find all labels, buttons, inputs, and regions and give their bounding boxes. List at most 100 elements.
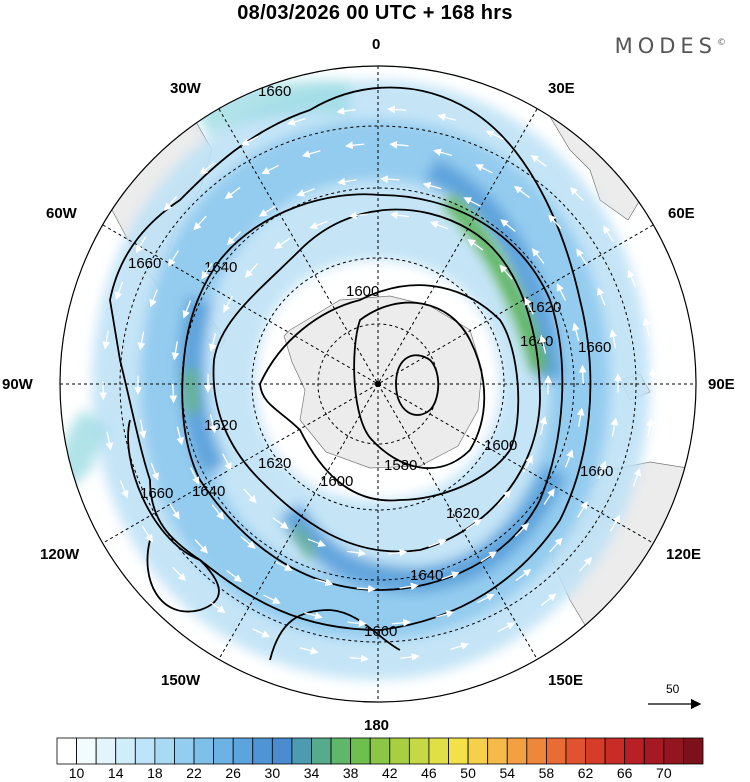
- wind-arrow: [244, 263, 259, 278]
- colorbar-label: 30: [264, 765, 281, 781]
- wind-arrow: [576, 407, 585, 427]
- contour-label: 1620: [258, 455, 291, 472]
- colorbar-label: 70: [656, 765, 672, 781]
- colorbar-swatch: [76, 737, 97, 765]
- reference-vector-arrow: [648, 698, 702, 710]
- longitude-label: 90W: [2, 376, 33, 393]
- wind-arrow: [513, 185, 530, 199]
- wind-arrow: [223, 295, 233, 313]
- wind-arrow: [610, 417, 619, 437]
- wind-arrow: [190, 467, 200, 485]
- wind-arrow: [240, 135, 259, 146]
- colorbar-label: 46: [421, 765, 437, 781]
- colorbar-swatch: [448, 737, 469, 765]
- wind-arrow: [226, 231, 242, 246]
- contour-label: 1620: [528, 299, 561, 316]
- wind-arrow: [137, 331, 146, 351]
- colorbar-swatch: [526, 737, 547, 765]
- wind-arrow: [572, 322, 580, 342]
- wind-arrow: [275, 561, 293, 571]
- wind-vectors: [99, 105, 657, 663]
- wind-arrow: [570, 186, 584, 202]
- contour-label: 1660: [578, 339, 611, 356]
- wind-arrow: [531, 248, 545, 264]
- wind-arrow: [391, 618, 411, 627]
- wind-arrow: [347, 548, 367, 557]
- wind-arrow: [222, 453, 232, 471]
- wind-arrow: [194, 539, 208, 554]
- wind-arrow: [252, 628, 271, 638]
- wind-arrow: [450, 642, 469, 651]
- colorbar-label: 58: [538, 765, 555, 781]
- contour-labels: 1660 1660 1640 1600 1620 1620 1640 1660 …: [128, 83, 613, 640]
- wind-arrow: [348, 211, 368, 220]
- contour-1580: [395, 354, 440, 416]
- contour-1640: [181, 193, 564, 591]
- wind-arrow: [287, 117, 306, 126]
- wind-arrow: [105, 431, 114, 451]
- copyright-mark: ©: [717, 38, 726, 48]
- wind-arrow: [209, 601, 226, 614]
- wind-arrow: [176, 426, 184, 446]
- contour-label: 1660: [580, 463, 613, 480]
- south-pole-marker: [375, 381, 381, 387]
- contour-1620: [212, 208, 541, 553]
- contour-1600: [259, 284, 520, 502]
- wind-arrow: [272, 517, 289, 530]
- colorbar-label: 54: [499, 765, 516, 781]
- colorbar-label: 26: [225, 765, 241, 781]
- wind-arrow: [514, 522, 530, 537]
- wind-arrow: [345, 141, 365, 150]
- wind-arrow: [540, 593, 557, 606]
- longitude-label: 150W: [161, 672, 201, 689]
- wind-arrow: [578, 364, 587, 384]
- wind-arrow: [642, 317, 651, 337]
- longitude-label: 30W: [170, 80, 201, 97]
- wind-arrow: [150, 462, 159, 481]
- wind-arrow: [193, 215, 207, 231]
- colorbar-swatch: [95, 737, 117, 765]
- wind-arrow: [523, 455, 533, 473]
- wind-arrow: [389, 211, 409, 220]
- wind-arrow: [296, 188, 315, 197]
- wind-arrow: [463, 197, 481, 207]
- wind-arrow: [149, 289, 158, 308]
- contour-label: 1600: [320, 473, 353, 490]
- contour-label: 1640: [410, 567, 443, 584]
- longitude-label: 90E: [708, 376, 735, 393]
- colorbar-labels: 10 14 18 22 26 30 34 38 42 46 50 54 58 62 66 70: [56, 765, 706, 782]
- antarctica: [283, 295, 483, 469]
- wind-arrow: [356, 584, 376, 593]
- wind-arrow: [597, 287, 606, 306]
- wind-arrow: [577, 501, 588, 518]
- contour-label: 1660: [364, 623, 397, 640]
- colorbar-swatch: [330, 737, 352, 765]
- wind-arrow: [497, 622, 516, 633]
- colorbar-swatch: [154, 737, 175, 765]
- wind-arrow: [168, 502, 180, 520]
- wind-arrow: [299, 646, 319, 655]
- colorbar-swatch: [115, 737, 136, 765]
- wind-arrow: [556, 283, 566, 301]
- wind-arrow: [263, 594, 281, 604]
- wind-arrow: [578, 557, 593, 572]
- brand-name: MODES: [614, 34, 717, 58]
- colorbar-swatch: [252, 737, 273, 765]
- wind-arrow: [314, 578, 334, 587]
- wind-arrow: [209, 414, 217, 434]
- contour-label: 1620: [204, 417, 237, 434]
- wind-arrow: [645, 418, 654, 438]
- wind-arrow: [543, 488, 555, 505]
- geopotential-contours: [109, 86, 592, 661]
- wind-arrow: [261, 164, 279, 175]
- colorbar-label: 42: [381, 765, 398, 781]
- wind-arrow: [168, 250, 179, 267]
- wind-arrow: [349, 654, 369, 663]
- contour-label: 1660: [140, 485, 173, 502]
- wind-arrow: [435, 610, 455, 618]
- wind-arrow: [400, 653, 420, 661]
- wind-arrow: [224, 186, 241, 200]
- colorbar-swatch: [643, 737, 665, 765]
- contour-label: 1660: [128, 255, 161, 272]
- wind-arrow: [201, 263, 213, 280]
